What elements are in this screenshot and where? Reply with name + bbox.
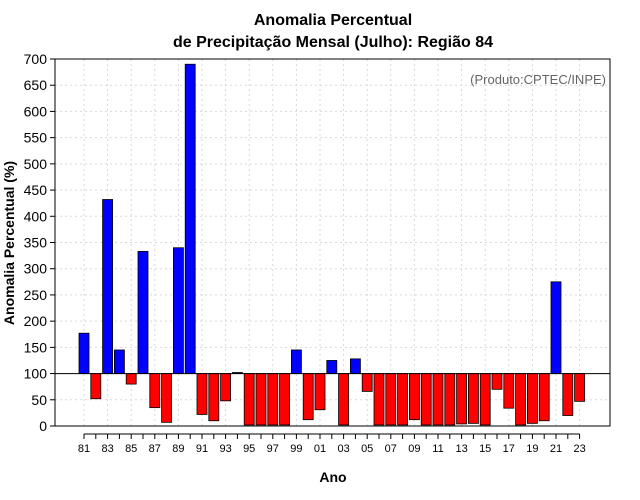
- x-tick-label: 15: [479, 443, 491, 455]
- bar-16: [491, 373, 503, 390]
- bar-04: [349, 358, 361, 374]
- y-tick-label: 200: [24, 313, 48, 329]
- y-tick-label: 550: [24, 130, 48, 146]
- chart-title-line-1: Anomalia Percentual: [254, 12, 412, 29]
- x-axis-label: Ano: [319, 469, 346, 485]
- x-tick-label: 01: [314, 443, 326, 455]
- bar-95: [243, 373, 255, 426]
- y-tick-label: 600: [24, 103, 48, 119]
- y-tick-label: 300: [24, 261, 48, 277]
- y-tick-label: 0: [39, 418, 47, 434]
- y-tick-label: 650: [24, 77, 48, 93]
- chart-title-line-2: de Precipitação Mensal (Julho): Região 8…: [173, 34, 493, 51]
- x-tick-label: 19: [526, 443, 538, 455]
- bar-97: [267, 373, 279, 426]
- bar-99: [290, 349, 302, 374]
- bar-21: [550, 281, 562, 374]
- bar-91: [196, 373, 208, 415]
- bar-20: [538, 373, 550, 422]
- x-tick-label: 07: [385, 443, 397, 455]
- bar-05: [361, 373, 373, 392]
- bar-15: [479, 373, 491, 426]
- x-tick-label: 05: [361, 443, 373, 455]
- bar-84: [114, 349, 125, 374]
- y-tick-label: 500: [24, 156, 48, 172]
- bar-93: [220, 373, 232, 402]
- y-tick-label: 250: [24, 287, 48, 303]
- x-tick-label: 13: [455, 443, 467, 455]
- y-tick-label: 400: [24, 208, 48, 224]
- y-tick-label: 700: [24, 51, 48, 67]
- x-tick-label: 99: [290, 443, 302, 455]
- bar-01: [314, 373, 326, 411]
- bar-00: [302, 373, 314, 421]
- bar-98: [279, 373, 291, 426]
- bar-10: [420, 373, 432, 426]
- x-tick-label: 91: [196, 443, 208, 455]
- x-tick-label: 83: [101, 443, 113, 455]
- bar-23: [574, 373, 585, 402]
- bar-96: [255, 373, 267, 426]
- x-tick-label: 03: [337, 443, 349, 455]
- y-tick-label: 100: [24, 366, 48, 382]
- y-axis: 0 50 100 150 200 250 300 350 400 450 500 550 600 650 7…: [24, 51, 55, 434]
- bar-92: [208, 373, 220, 422]
- bar-18: [515, 373, 526, 426]
- grid: [55, 59, 610, 426]
- x-tick-label: 97: [267, 443, 279, 455]
- x-axis: 81 83 85 87 89 91 93 95 97 99 01 03 05 07 09 11 13 15 17 19…: [78, 433, 586, 455]
- bar-17: [503, 373, 515, 409]
- bar-85: [125, 373, 137, 385]
- bar-13: [456, 373, 468, 425]
- bar-03: [338, 373, 350, 426]
- y-tick-label: 450: [24, 182, 48, 198]
- bar-86: [137, 251, 149, 374]
- x-tick-label: 85: [125, 443, 137, 455]
- bar-81: [78, 332, 90, 374]
- bar-06: [373, 373, 385, 426]
- x-tick-label: 89: [172, 443, 184, 455]
- bar-83: [102, 199, 113, 374]
- bar-08: [397, 373, 409, 426]
- x-tick-label: 23: [573, 443, 585, 455]
- y-tick-label: 50: [31, 392, 47, 408]
- bar-82: [90, 373, 102, 400]
- y-tick-label: 350: [24, 235, 48, 251]
- x-tick-label: 81: [78, 443, 90, 455]
- bar-12: [444, 373, 456, 426]
- bar-07: [385, 373, 397, 426]
- y-tick-label: 150: [24, 339, 48, 355]
- bar-87: [149, 373, 161, 409]
- x-tick-label: 93: [219, 443, 231, 455]
- bar-19: [527, 373, 538, 424]
- bar-09: [408, 373, 420, 421]
- bars: [78, 63, 585, 426]
- x-tick-label: 17: [503, 443, 515, 455]
- credit-label: (Produto:CPTEC/INPE): [470, 72, 606, 87]
- x-tick-label: 11: [432, 443, 443, 455]
- x-tick-label: 95: [243, 443, 255, 455]
- bar-02: [326, 360, 338, 374]
- bar-89: [172, 247, 184, 374]
- bar-22: [562, 373, 574, 416]
- bar-90: [184, 63, 196, 374]
- bar-88: [161, 373, 173, 423]
- bar-14: [467, 373, 479, 424]
- x-tick-label: 21: [550, 443, 562, 455]
- bar-11: [432, 373, 444, 426]
- x-tick-label: 09: [408, 443, 420, 455]
- x-tick-label: 87: [149, 443, 161, 455]
- y-axis-label: Anomalia Percentual (%): [1, 161, 17, 325]
